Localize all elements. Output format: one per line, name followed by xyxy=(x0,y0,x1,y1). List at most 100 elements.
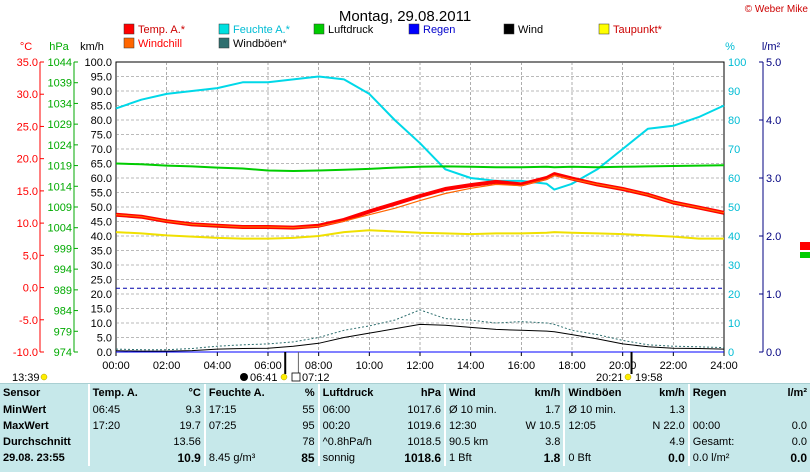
tick-kmh: 15.0 xyxy=(91,304,112,316)
stats-cell: Gesamt: xyxy=(687,434,750,450)
tick-time: 16:00 xyxy=(508,360,536,372)
tick-kmh: 100.0 xyxy=(84,57,112,69)
series-line-windben xyxy=(115,309,725,351)
moonrise-time: 07:12 xyxy=(302,372,330,383)
tick-time: 20:00 xyxy=(609,360,637,372)
legend-label-pressure: Luftdruck xyxy=(328,24,374,36)
legend-swatch-pressure xyxy=(313,23,325,35)
stats-cell: 1.7 xyxy=(545,404,561,416)
tick-hpa: 994 xyxy=(54,264,72,276)
tick-kmh: 75.0 xyxy=(91,130,112,142)
stats-cell: 1.3 xyxy=(669,404,685,416)
stats-cell: 78 xyxy=(302,436,315,448)
axis-title-pct: % xyxy=(725,41,735,53)
tick-kmh: 45.0 xyxy=(91,217,112,229)
tick-pct: 0 xyxy=(728,347,734,359)
stats-cell: ^0.8hPa/h xyxy=(317,434,389,450)
tick-pct: 30 xyxy=(728,260,740,272)
legend-swatch-rain xyxy=(408,23,420,35)
stats-cell xyxy=(750,402,810,418)
sunrise-icon xyxy=(240,373,248,381)
tick-hpa: 1019 xyxy=(48,161,72,173)
axis-title-kmh: km/h xyxy=(80,41,104,53)
tick-pct: 60 xyxy=(728,173,740,185)
tick-kmh: 60.0 xyxy=(91,173,112,185)
stats-header-row: Sensor Temp. A. °C Feuchte A.% Luftdruck hPa W… xyxy=(0,384,810,402)
stats-cell: 1018.5 xyxy=(407,436,441,448)
stats-cell: 06:00 xyxy=(317,402,389,418)
series-layer xyxy=(115,75,725,353)
tick-hpa: 1009 xyxy=(48,202,72,214)
stats-header-cell: Windböen xyxy=(563,384,630,402)
tick-temp: -10.0 xyxy=(13,347,38,359)
tick-kmh: 80.0 xyxy=(91,115,112,127)
stats-cell: 13.56 xyxy=(173,436,201,448)
tick-hpa: 1024 xyxy=(48,140,72,152)
stats-cell: 10.9 xyxy=(177,451,201,465)
tick-kmh: 50.0 xyxy=(91,202,112,214)
weather-chart: Montag, 29.08.2011 © Weber Mike Temp. A.… xyxy=(12,4,810,383)
stats-cell: W 10.5 xyxy=(525,420,561,432)
grid xyxy=(115,61,725,353)
series-line-wind xyxy=(115,323,725,352)
tick-time: 10:00 xyxy=(356,360,384,372)
tick-temp: 0.0 xyxy=(23,283,38,295)
stats-cell: 0.0 l/m² xyxy=(687,450,750,466)
stats-cell: Ø 10 min. xyxy=(443,402,509,418)
sun-icon-2 xyxy=(624,373,632,381)
tick-hpa: 999 xyxy=(54,243,72,255)
stats-cell: 1.8 xyxy=(543,451,561,465)
legend-label-dew: Taupunkt* xyxy=(613,24,663,36)
stats-cell xyxy=(87,434,151,450)
tick-pct: 100 xyxy=(728,57,746,69)
tick-kmh: 10.0 xyxy=(91,318,112,330)
series-line-luftdruck xyxy=(115,162,725,172)
tick-kmh: 55.0 xyxy=(91,188,112,200)
tick-rain: 0.0 xyxy=(766,347,781,359)
stats-cell: 17:15 xyxy=(203,402,281,418)
stats-cell: 0 Bft xyxy=(563,450,630,466)
edge-marker-pressure xyxy=(800,252,810,258)
stats-header-cell: Sensor xyxy=(3,387,41,399)
stats-cell: N 22.0 xyxy=(652,420,685,432)
axis-title-temp: °C xyxy=(20,41,32,53)
stats-cell: 4.9 xyxy=(669,436,685,448)
tick-rain: 1.0 xyxy=(766,289,781,301)
tick-hpa: 1039 xyxy=(48,78,72,90)
tick-hpa: 1029 xyxy=(48,119,72,131)
tick-hpa: 979 xyxy=(54,326,72,338)
stats-cell: 17:20 xyxy=(87,418,151,434)
legend-label-rain: Regen xyxy=(423,24,455,36)
tick-kmh: 90.0 xyxy=(91,86,112,98)
stats-cell: Ø 10 min. xyxy=(563,402,630,418)
legend-swatch-dew xyxy=(598,23,610,35)
chart-title: Montag, 29.08.2011 xyxy=(339,8,471,25)
tick-time: 08:00 xyxy=(305,360,333,372)
tick-rain: 5.0 xyxy=(766,57,781,69)
stats-cell: 3.8 xyxy=(545,436,561,448)
tick-hpa: 1014 xyxy=(48,181,72,193)
tick-kmh: 95.0 xyxy=(91,72,112,84)
stats-cell: 9.3 xyxy=(185,404,201,416)
tick-rain: 3.0 xyxy=(766,173,781,185)
tick-rain: 2.0 xyxy=(766,231,781,243)
stats-cell xyxy=(563,434,630,450)
stats-row: MinWert 06:45 9.3 17:15 55 06:00 1017.6 Ø 10 mi… xyxy=(0,402,810,418)
stats-cell: 00:20 xyxy=(317,418,389,434)
tick-hpa: 989 xyxy=(54,285,72,297)
tick-temp: 35.0 xyxy=(17,57,38,69)
tick-time: 00:00 xyxy=(102,360,130,372)
stats-cell: 55 xyxy=(302,404,315,416)
tick-temp: 30.0 xyxy=(17,89,38,101)
series-line-feuchtea xyxy=(115,75,725,191)
stats-row: 29.08. 23:55 10.9 8.45 g/m³ 85 sonnig 1018.6 1… xyxy=(0,450,810,466)
tick-hpa: 1034 xyxy=(48,98,72,110)
stats-cell: 8.45 g/m³ xyxy=(203,450,281,466)
sun-moon-markers: 06:41 07:12 20:21 19:58 13:39 xyxy=(12,242,810,383)
tick-hpa: 1004 xyxy=(48,223,72,235)
tick-time: 04:00 xyxy=(204,360,232,372)
legend-label-windchill: Windchill xyxy=(138,38,182,50)
stats-row-label: MaxWert xyxy=(3,420,49,432)
sunrise-time: 06:41 xyxy=(250,372,278,383)
tick-kmh: 85.0 xyxy=(91,101,112,113)
